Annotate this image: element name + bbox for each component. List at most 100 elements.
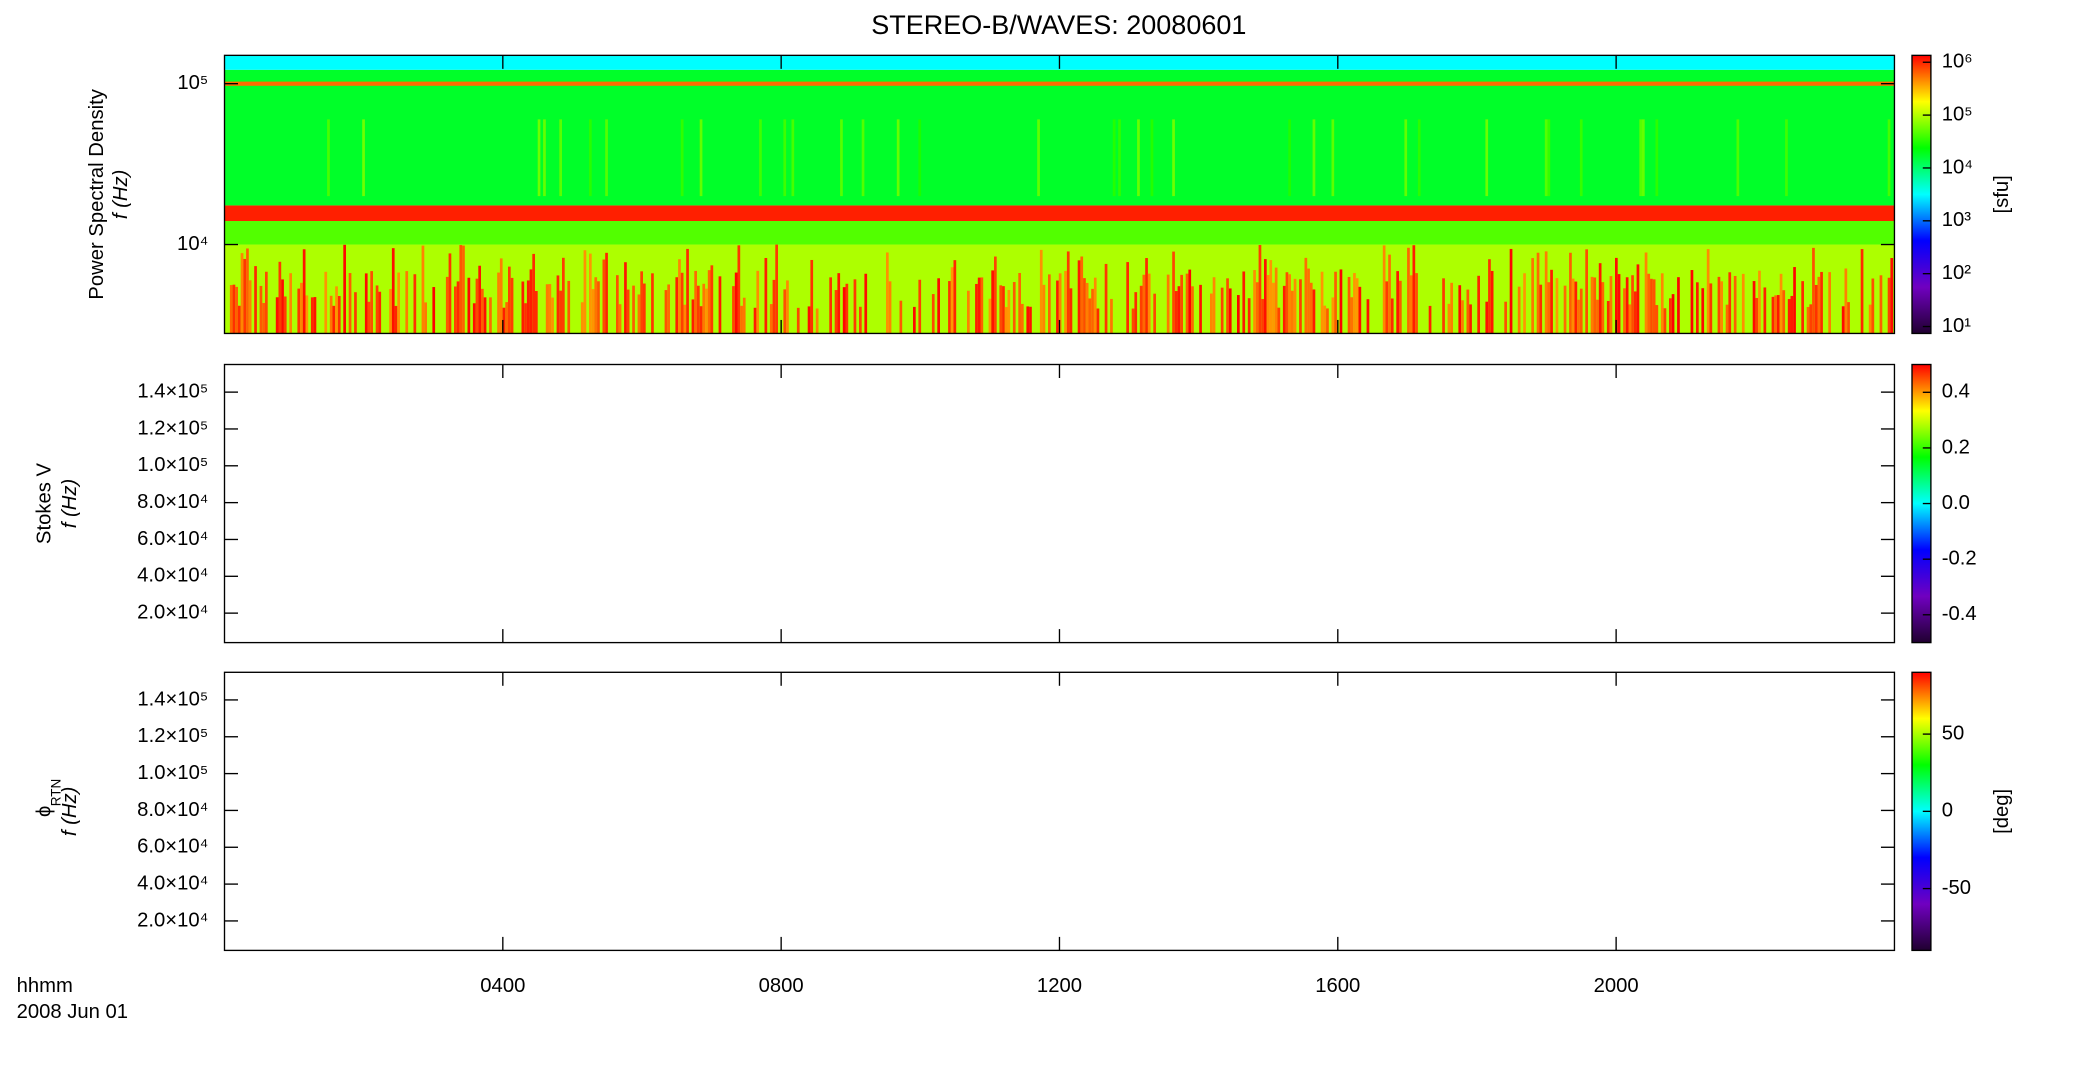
spectrogram-stripe [1606, 300, 1610, 334]
spectrogram-stripe [699, 306, 703, 334]
spectrogram-stripe [580, 302, 584, 334]
spectrogram-stripe [1147, 273, 1151, 334]
spectrogram-stripe [853, 279, 857, 334]
spectrogram-stripe [834, 290, 838, 334]
spectrogram-stripe [1509, 248, 1513, 334]
spectrogram-stripe [1064, 270, 1067, 334]
spectrogram-stripe [1577, 299, 1580, 334]
spectrogram-band [224, 205, 1895, 222]
spectrogram-stripe [1820, 271, 1823, 334]
spectrogram-stripe [1407, 247, 1410, 334]
spectrogram-stripe [1247, 298, 1251, 334]
spectrogram-stripe [1639, 119, 1642, 197]
spectrogram-stripe [1758, 270, 1761, 334]
spectrogram-stripe [1399, 280, 1402, 334]
spectrogram-stripe [1447, 303, 1451, 334]
spectrogram-stripe [1309, 282, 1313, 334]
spectrogram-stripe [305, 295, 309, 334]
spectrogram-stripe [235, 286, 238, 334]
spectrogram-stripe [283, 296, 287, 334]
spectrogram-stripe [367, 301, 371, 334]
spectrogram-stripe [664, 290, 668, 334]
spectrogram-stripe [1642, 119, 1645, 197]
spectrogram-stripe [988, 298, 992, 334]
spectrogram-stripe [1388, 254, 1391, 334]
spectrogram-stripe [1188, 269, 1192, 334]
spectrogram-stripe [975, 283, 978, 334]
spectrogram-stripe [445, 276, 449, 334]
spectrogram-stripe [1269, 260, 1273, 334]
spectrogram-stripe [918, 279, 922, 334]
spectrogram-stripe [1320, 271, 1324, 334]
spectrogram-stripe [1601, 282, 1605, 334]
spectrogram-stripe [1636, 264, 1640, 334]
spectrogram-stripe [1091, 288, 1094, 334]
spectrogram-stripe [1841, 306, 1845, 334]
spectrogram-stripe [1191, 286, 1194, 334]
spectrogram-stripe [1868, 304, 1872, 334]
spectrogram-stripe [240, 253, 244, 334]
spectrogram-stripe [232, 284, 236, 334]
spectrogram-band [224, 69, 1895, 206]
spectrogram-stripe [783, 119, 787, 197]
spectrogram-stripe [807, 306, 811, 334]
spectrogram-stripe [1069, 288, 1073, 334]
spectrogram-stripe [1725, 304, 1729, 334]
spectrogram-stripe [1166, 274, 1170, 334]
spectrogram-stripe [772, 279, 776, 334]
spectrogram-stripe [332, 305, 336, 334]
spectrogram-stripe [1623, 288, 1626, 334]
y-tick-label: 6.0×10⁴ [137, 528, 208, 550]
spectrogram-stripe [1266, 275, 1270, 334]
spectrogram-stripe [861, 119, 865, 197]
spectrogram-stripe [616, 275, 619, 334]
spectrogram-stripe [238, 305, 241, 334]
spectrogram-stripe [335, 286, 338, 334]
spectrogram-stripe [605, 252, 608, 334]
spectrogram-stripe [1477, 275, 1480, 334]
spectrogram-stripe [1814, 284, 1818, 334]
spectrogram-stripe [1652, 279, 1656, 334]
spectrogram-stripe [1353, 273, 1356, 334]
spectrogram-stripe [710, 265, 714, 334]
spectrogram-stripe [1293, 278, 1297, 334]
spectrogram-stripe [1212, 277, 1216, 334]
spectrogram-stripe [810, 259, 814, 334]
spectrogram-stripe [489, 297, 492, 334]
spectrogram-stripe [786, 280, 789, 334]
spectrogram-stripe [1180, 274, 1183, 334]
colorbar-tick-label: -50 [1942, 877, 1971, 899]
spectrogram-stripe [1253, 270, 1256, 334]
spectrogram-stripe [1736, 119, 1740, 197]
spectrogram-stripe [918, 119, 922, 197]
spectrogram-stripe [537, 119, 541, 197]
spectrogram-stripe [1801, 281, 1804, 334]
spectrogram-stripe [1355, 278, 1359, 334]
spectrogram-stripe [481, 288, 484, 334]
spectrogram-stripe [1277, 307, 1281, 334]
spectrogram-stripe [980, 277, 984, 334]
spectrogram-stripe [594, 277, 598, 334]
colorbar-tick-label: 10² [1942, 262, 1972, 284]
spectrogram-stripe [510, 277, 514, 334]
spectrogram-stripe [1145, 258, 1148, 334]
spectrogram-stripe [526, 280, 530, 334]
spectrogram-stripe [289, 273, 292, 334]
y-tick-label: 8.0×10⁴ [137, 799, 208, 821]
spectrogram-stripe [1785, 119, 1788, 197]
spectrogram-stripe [1042, 284, 1046, 334]
spectrogram-stripe [1282, 285, 1286, 334]
spectrogram-stripe [1126, 262, 1129, 334]
spectrogram-stripe [913, 306, 916, 334]
spectrogram-stripe [1331, 119, 1335, 197]
spectrogram-stripe [1153, 293, 1156, 334]
spectrogram-stripe [472, 303, 476, 334]
spectrogram-stripe [1782, 290, 1786, 334]
spectrogram-stripe [1112, 119, 1116, 197]
spectrogram-stripe [327, 119, 330, 197]
spectrogram-stripe [999, 285, 1003, 334]
spectrogram-stripe [753, 307, 757, 334]
spectrogram-stripe [1517, 286, 1521, 334]
spectrogram-band [224, 221, 1895, 245]
spectrogram-stripe [1037, 119, 1040, 197]
